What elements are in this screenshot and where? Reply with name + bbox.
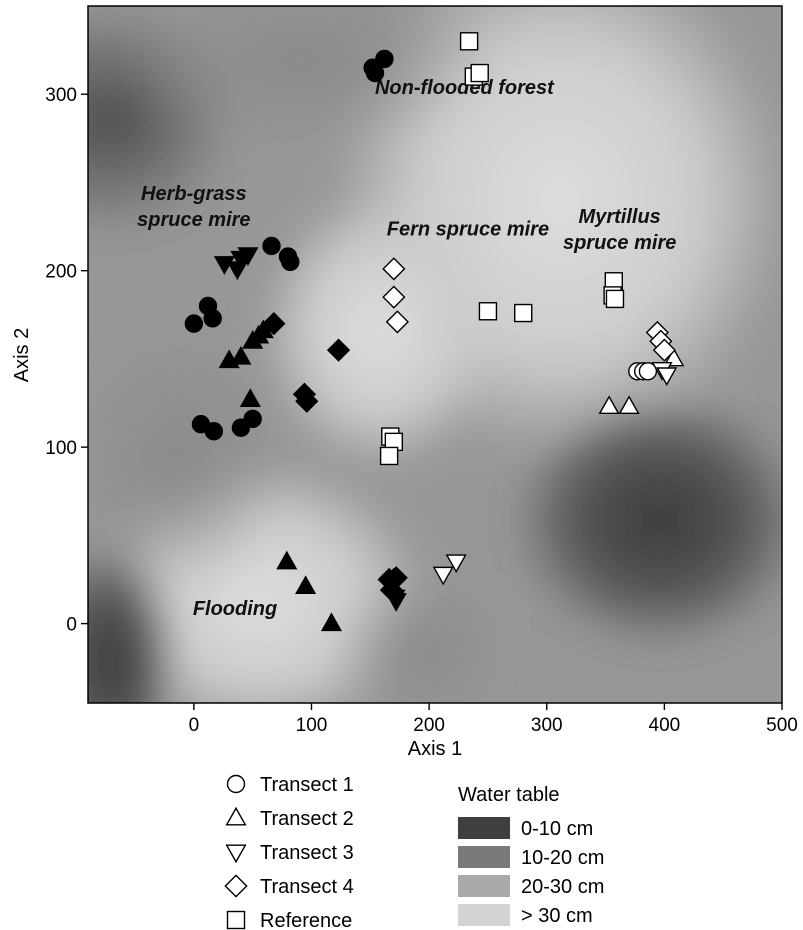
transect-2-point-filled <box>320 612 343 632</box>
region-label-line: Fern spruce mire <box>387 218 549 240</box>
transect-4-point-filled <box>326 338 351 362</box>
y-tick-label: 100 <box>45 438 77 459</box>
marker-legend: Transect 1 Transect 2 Transect 3 Transect 4… <box>224 774 354 930</box>
transect-3-point-filled <box>237 247 259 267</box>
region-label: Flooding <box>193 598 277 620</box>
transect-2-point-open <box>663 347 685 367</box>
region-label: Non-flooded forest <box>375 77 555 99</box>
y-tick-label: 200 <box>45 262 77 283</box>
reference-point-open <box>379 446 399 466</box>
transect-1-point-filled <box>204 422 224 441</box>
water-legend-swatch <box>458 904 510 926</box>
transect-2-point-filled <box>239 388 261 407</box>
transect-4-point-open <box>385 310 409 334</box>
legend-marker <box>226 910 246 930</box>
reference-point-open <box>478 302 498 321</box>
y-tick-label: 300 <box>45 85 77 106</box>
transect-3-point-open <box>445 554 467 574</box>
transect-1-point-filled <box>375 49 394 69</box>
water-table-legend: Water table 0-10 cm 10-20 cm 20-30 cm > 30 c… <box>458 784 604 927</box>
water-legend-label: > 30 cm <box>521 905 593 927</box>
reference-point-open <box>514 303 533 323</box>
transect-4-point-open <box>652 338 676 362</box>
water-table-surface <box>88 6 782 703</box>
legend-label: Transect 1 <box>260 774 354 796</box>
y-axis-title: Axis 2 <box>11 328 33 382</box>
water-legend-title: Water table <box>458 784 560 806</box>
water-legend-swatch <box>458 875 510 897</box>
transect-3-point-open <box>656 367 678 386</box>
region-label-line: Myrtillus <box>579 206 661 228</box>
water-legend-label: 0-10 cm <box>521 818 593 840</box>
axes: 0 100 200 300 400 500 0 100 200 300 <box>45 85 798 736</box>
transect-2-point-filled <box>230 345 252 365</box>
water-legend-swatch <box>458 817 510 839</box>
transect-2-point-open <box>598 395 620 415</box>
legend-marker <box>225 844 247 864</box>
region-label-line: Herb-grass <box>141 183 247 205</box>
transect-1-point-open <box>638 362 658 381</box>
transect-1-point-filled <box>281 252 300 272</box>
transect-4-point-filled <box>379 578 404 602</box>
transect-4-point-open <box>382 285 406 309</box>
x-tick-label: 200 <box>413 715 445 736</box>
x-tick-label: 300 <box>531 715 563 736</box>
transect-4-point-filled <box>295 389 319 413</box>
water-legend-swatch <box>458 846 510 868</box>
legend-label: Transect 3 <box>260 842 354 864</box>
transect-1-point-filled <box>365 63 385 83</box>
x-tick-label: 400 <box>649 715 681 736</box>
region-label: Myrtillus spruce mire <box>563 206 676 254</box>
region-label: Fern spruce mire <box>387 218 549 240</box>
region-annotations: Non-flooded forest Herb-grass spruce mire F… <box>137 77 676 620</box>
region-label-line: Non-flooded forest <box>375 77 555 99</box>
reference-point-open <box>470 63 489 83</box>
transect-4-point-open <box>382 257 406 281</box>
x-tick-label: 100 <box>296 715 328 736</box>
legend-label: Reference <box>260 910 352 930</box>
legend-marker <box>225 806 247 826</box>
transect-4-point-filled <box>262 312 286 336</box>
transect-1-point-filled <box>184 314 204 333</box>
x-tick-label: 0 <box>189 715 200 736</box>
region-label-line: spruce mire <box>137 209 250 231</box>
water-legend-label: 20-30 cm <box>521 876 604 898</box>
data-points <box>184 32 685 632</box>
transect-2-point-open <box>618 395 640 415</box>
reference-point-open <box>605 289 625 309</box>
region-label-line: Flooding <box>193 598 277 620</box>
legend-label: Transect 4 <box>260 876 354 898</box>
reference-point-open <box>459 32 479 51</box>
transect-2-point-filled <box>295 575 317 595</box>
region-label: Herb-grass spruce mire <box>137 183 250 231</box>
transect-1-point-filled <box>262 236 281 256</box>
x-axis-title: Axis 1 <box>408 738 462 760</box>
plot-frame <box>87 5 783 704</box>
legend-marker <box>226 774 246 794</box>
water-legend-label: 10-20 cm <box>521 847 604 869</box>
y-tick-label: 0 <box>66 615 77 636</box>
transect-2-point-filled <box>276 550 298 570</box>
legend-label: Transect 2 <box>260 808 354 830</box>
transect-1-point-filled <box>243 409 262 429</box>
region-label-line: spruce mire <box>563 232 676 254</box>
x-tick-label: 500 <box>766 715 798 736</box>
transect-1-point-filled <box>203 309 222 328</box>
legend-marker <box>224 874 248 898</box>
transect-3-point-open <box>432 566 454 586</box>
